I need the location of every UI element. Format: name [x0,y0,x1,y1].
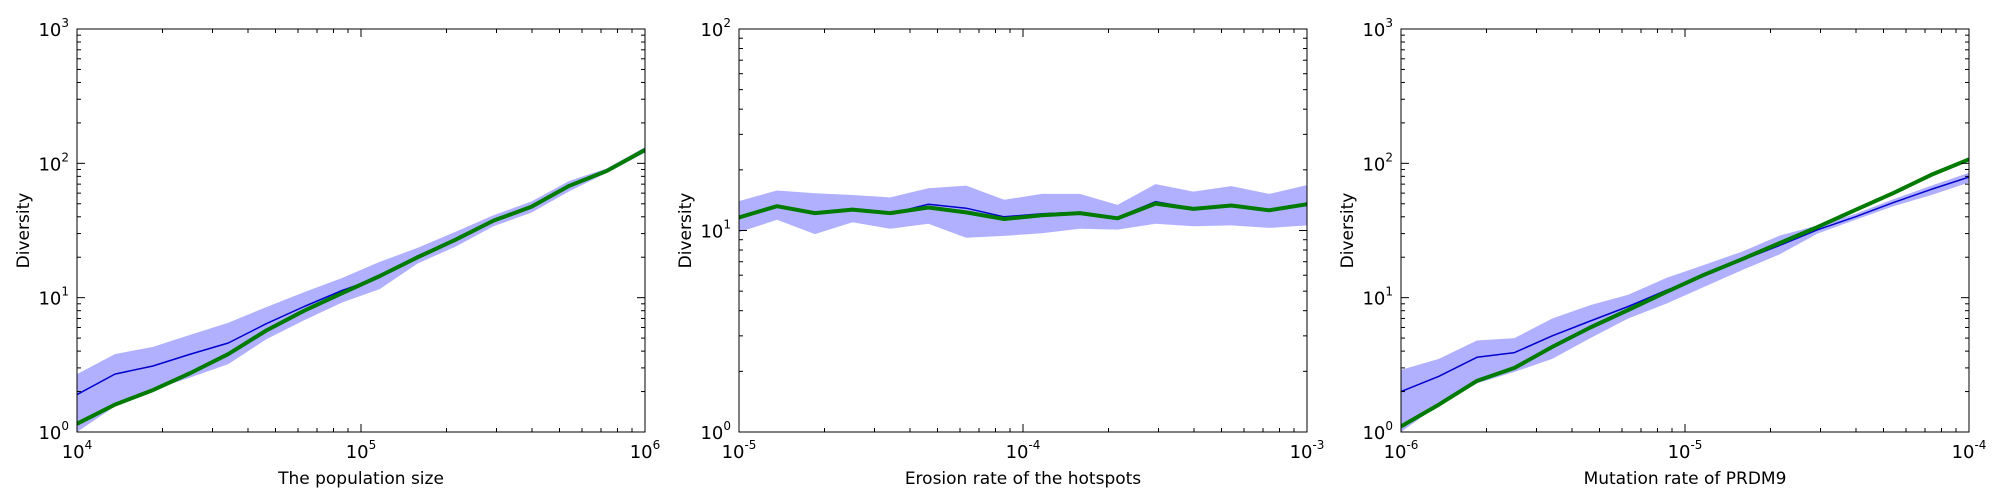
y-tick-label: 102 [38,150,69,175]
x-tick-label: 10-6 [1384,438,1419,463]
y-tick-label: 101 [38,285,69,310]
y-tick-label: 103 [38,16,69,41]
x-axis-label: The population size [277,469,444,489]
x-tick-label: 105 [346,438,377,463]
y-tick-label: 100 [1362,419,1393,444]
chart-1: 104 105 106 100 101 102 103 The population size… [14,16,660,489]
chart-3: 10-6 10-5 10-4 100 101 102 103 Mutation rate of… [1338,16,1986,489]
y-tick-label: 101 [1362,285,1393,310]
x-tick-label: 10-4 [1006,438,1041,463]
x-tick-label: 106 [630,438,661,463]
y-tick-label: 102 [1362,150,1393,175]
confidence-band [739,184,1307,238]
x-tick-label: 10-5 [722,438,757,463]
y-tick-label: 101 [700,218,731,243]
x-tick-label: 10-3 [1290,438,1325,463]
series-line-2 [739,201,1307,221]
series-line-2 [77,148,645,426]
x-tick-label: 10-4 [1952,438,1987,463]
series-line-2 [1401,157,1969,429]
y-tick-label: 102 [700,16,731,41]
y-tick-label: 103 [1362,16,1393,41]
confidence-band [1401,172,1969,432]
y-axis-label: Diversity [1338,193,1358,269]
y-tick-label: 100 [38,419,69,444]
x-axis-label: Erosion rate of the hotspots [905,469,1141,489]
x-tick-label: 104 [62,438,93,463]
chart-2: 10-5 10-4 10-3 100 101 102 Erosion rate of the… [676,16,1324,489]
y-axis-label: Diversity [14,193,34,269]
y-axis-label: Diversity [676,193,696,269]
x-axis-label: Mutation rate of PRDM9 [1584,469,1787,489]
y-tick-label: 100 [700,419,731,444]
x-tick-label: 10-5 [1668,438,1703,463]
